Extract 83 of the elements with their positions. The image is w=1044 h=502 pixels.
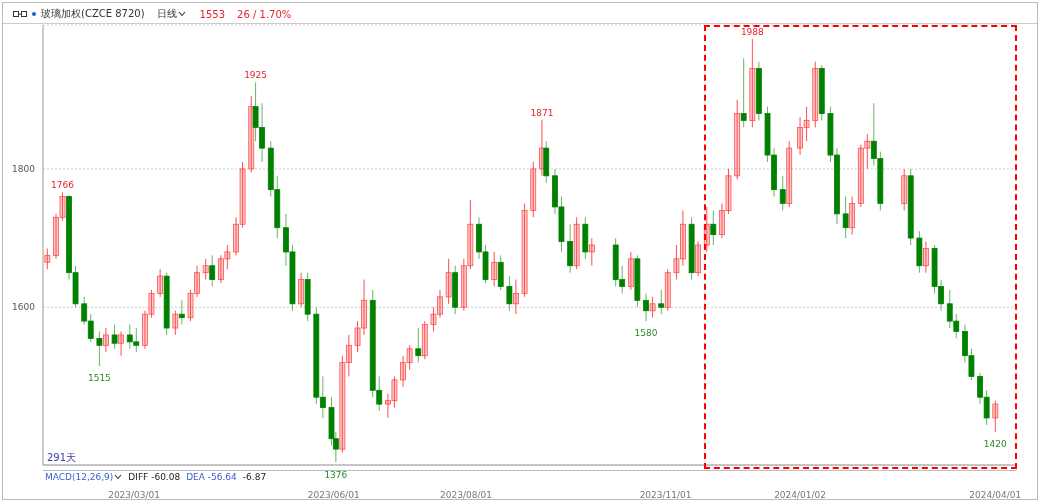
candlestick (148, 289, 155, 319)
candlestick (103, 327, 109, 353)
y-tick-label: 1800 (12, 164, 36, 175)
candlestick (385, 393, 391, 419)
candlestick (588, 237, 595, 267)
candlestick (157, 268, 164, 298)
candlestick (421, 320, 428, 360)
candlestick (803, 106, 810, 142)
candlestick (406, 344, 413, 371)
candlestick (53, 213, 59, 260)
x-tick-label: 2024/01/02 (774, 490, 827, 501)
annotation: 1580 (634, 328, 658, 339)
candlestick (857, 144, 864, 208)
x-tick-label: 2024/04/01 (969, 490, 1022, 501)
candlestick (239, 161, 246, 229)
candlestick (194, 265, 200, 298)
candlestick (233, 216, 239, 256)
candlestick (400, 355, 406, 388)
candlestick (491, 251, 498, 288)
text: 日线 (156, 7, 177, 21)
text: 26 / 1.70% (237, 8, 292, 20)
candlestick (172, 310, 179, 336)
candlestick (573, 216, 580, 270)
candlestick (680, 209, 686, 267)
x-tick-label: 2023/03/01 (108, 490, 161, 501)
candlestick (354, 320, 361, 353)
annotation: 1420 (983, 439, 1008, 450)
annotation: 291天 (47, 451, 77, 465)
candlestick (142, 310, 148, 350)
candlestick (187, 289, 194, 322)
candlestick (749, 38, 756, 128)
candlestick (513, 279, 519, 315)
candlestick (849, 196, 856, 236)
candlestick (467, 199, 474, 270)
candlestick (298, 272, 305, 308)
candlestick (627, 251, 634, 291)
candlestick (530, 161, 537, 218)
candlestick (345, 334, 352, 377)
candlestick (391, 375, 398, 409)
candlestick (445, 258, 452, 305)
x-tick-label: 2023/06/01 (307, 490, 360, 501)
candlestick (217, 254, 224, 284)
text: DEA -56.64 (186, 472, 237, 482)
candlestick (797, 116, 803, 156)
candlestick (248, 95, 255, 173)
candlestick (992, 400, 999, 433)
candlestick (695, 241, 702, 277)
candlestick (719, 202, 725, 239)
candlestick (812, 61, 819, 128)
annotation: 1988 (740, 26, 765, 37)
annotation: 1515 (87, 373, 111, 384)
candlestick (673, 244, 680, 281)
annotation: 1766 (51, 180, 75, 191)
candlestick (786, 140, 793, 208)
text: DIFF -60.08 (128, 472, 181, 482)
candlestick (437, 289, 443, 319)
candlestick (649, 296, 656, 319)
x-tick-label: 2023/11/01 (639, 490, 692, 501)
candlestick (901, 168, 908, 211)
y-tick-label: 1600 (12, 302, 36, 313)
candlestick (864, 133, 871, 170)
candlestick (922, 241, 929, 274)
annotation: 1925 (244, 70, 268, 81)
text: -6.87 (242, 472, 267, 482)
annotation: 1376 (324, 469, 348, 480)
candlestick (202, 258, 209, 281)
candlestick (59, 191, 66, 222)
candlestick (734, 99, 741, 180)
candlestick (460, 258, 467, 312)
text: 1553 (199, 8, 226, 20)
candlestick (664, 268, 671, 312)
candlestick (339, 355, 346, 454)
chart-title: 玻璃加权(CZCE 8720) (41, 7, 145, 21)
candlestick (725, 168, 732, 215)
candlestick (44, 247, 51, 270)
annotation: 1871 (530, 107, 554, 118)
candlestick (361, 279, 367, 336)
x-tick-label: 2023/08/01 (440, 490, 492, 501)
candlestick (521, 202, 528, 298)
candlestick (118, 330, 124, 357)
candlestick (430, 306, 437, 332)
text: MACD(12,26,9) (45, 472, 114, 482)
candlestick (224, 244, 231, 270)
